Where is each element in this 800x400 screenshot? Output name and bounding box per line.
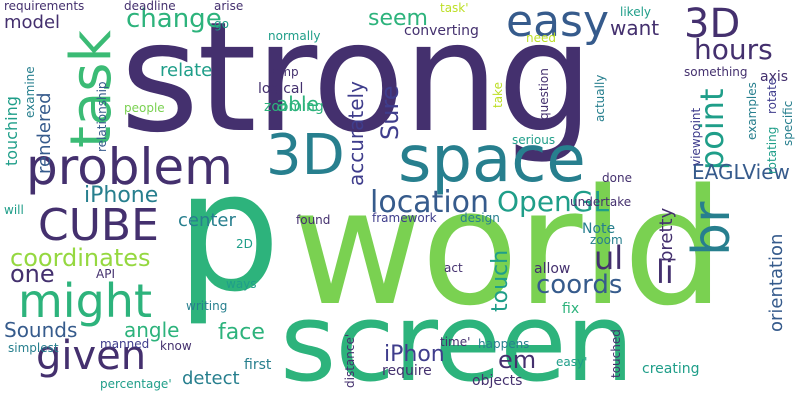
word-first: first <box>244 357 272 373</box>
word-want: want <box>610 16 660 40</box>
word-given: given <box>36 333 147 379</box>
word-space: space <box>398 123 586 197</box>
word-p: p <box>176 136 281 328</box>
word-might: might <box>18 274 152 328</box>
word-br: br <box>682 201 742 256</box>
word-ways: ways <box>226 277 257 291</box>
word-easy-quoted: easy' <box>556 355 588 369</box>
word-iphone: iPhone <box>84 183 159 208</box>
word-creating: creating <box>642 361 700 377</box>
word-note: Note <box>582 221 616 237</box>
word-detect: detect <box>182 368 240 389</box>
word-relate: relate <box>160 60 213 81</box>
word-seem: seem <box>368 6 428 31</box>
word-deadline: deadline <box>124 0 176 13</box>
word-act: act <box>444 261 463 275</box>
word-actually: actually <box>593 74 607 122</box>
word-distance: distance' <box>343 333 357 388</box>
word-touch: touch <box>488 249 513 312</box>
word-task: task <box>59 30 124 148</box>
word-strong: strong <box>120 0 594 166</box>
word-opengl: OpenGL <box>497 185 610 218</box>
word-framework: framework <box>372 211 437 225</box>
word-question: question <box>537 68 551 120</box>
word-rotate: rotate <box>765 77 779 114</box>
word-em: em <box>498 346 537 374</box>
word-iphon: iPhon <box>384 342 445 367</box>
word-zoom: zoom <box>590 233 623 247</box>
word-api: API <box>96 267 115 281</box>
word-requirements: requirements <box>4 0 85 13</box>
word-problem: problem <box>26 138 233 196</box>
word-world: world <box>292 154 725 341</box>
word-examples: examples <box>745 82 759 140</box>
word-time: time' <box>440 335 471 349</box>
word-face: face <box>218 320 265 345</box>
word-rotating: rotating <box>765 126 779 174</box>
word-take: take <box>491 82 505 108</box>
word-fix: fix <box>562 301 580 317</box>
word-require: require <box>382 363 432 379</box>
word-change: change <box>126 4 222 34</box>
word-found: found <box>296 213 331 227</box>
word-objects: objects <box>472 373 523 389</box>
word-viewpoint: viewpoint <box>689 107 703 166</box>
word-able: able <box>276 92 319 116</box>
word-arise: arise <box>214 0 244 13</box>
word-need: need <box>526 31 556 45</box>
word-relationship: relationship <box>95 81 109 152</box>
word-allow: allow <box>534 261 571 277</box>
word-examine: examine <box>23 66 37 118</box>
word-done: done <box>602 171 632 185</box>
word-zooming: zooming <box>264 99 324 115</box>
word-hours: hours <box>694 33 773 66</box>
word-touching: touching <box>2 96 21 166</box>
word-percentage: percentage' <box>100 377 172 391</box>
word-axis: axis <box>760 69 789 85</box>
word-undertake: undertake <box>570 195 632 209</box>
word-something: something <box>684 65 748 79</box>
word-logical: logical <box>258 81 304 97</box>
word-location: location <box>370 185 490 220</box>
word-easy: easy <box>506 0 609 47</box>
word-sure: Sure <box>376 85 404 140</box>
word-cube: CUBE <box>38 200 159 251</box>
word-people: people <box>124 101 165 115</box>
word-ul: ul <box>594 239 624 277</box>
word-likely: likely <box>620 5 652 19</box>
word-serious: serious <box>512 133 556 147</box>
word-will: will <box>4 203 24 217</box>
word-know: know <box>160 339 192 353</box>
word-coordinates: coordinates <box>10 244 151 272</box>
word-3d-large: 3D <box>266 123 345 188</box>
word-design: design <box>460 211 500 225</box>
word-normally: normally <box>268 29 321 43</box>
word-orientation: orientation <box>766 233 787 332</box>
word-converting: converting <box>404 23 479 39</box>
word-model: model <box>4 12 61 33</box>
word-2d: 2D <box>236 237 253 251</box>
word-writing: writing <box>186 299 228 313</box>
word-sounds: Sounds <box>4 318 78 342</box>
word-simplest: simplest <box>8 341 59 355</box>
word-task-quoted: task' <box>440 1 469 15</box>
word-specific: specific <box>781 100 795 146</box>
word-rendered: rendered <box>34 92 55 175</box>
word-one: one <box>10 260 55 288</box>
word-eaglview: EAGLView <box>692 160 790 184</box>
word-angle: angle <box>124 318 180 342</box>
word-3d-small: 3D <box>684 1 741 47</box>
word-center: center <box>178 210 236 231</box>
word-screen: screen <box>280 281 634 400</box>
word-accurately: accurately <box>344 81 368 186</box>
word-pretty: pretty <box>656 207 677 262</box>
word-go: go <box>214 17 229 31</box>
word-amp: amp <box>272 65 299 79</box>
word-coords: coords <box>536 270 623 300</box>
word-touched: touched <box>609 329 623 378</box>
word-li: li <box>656 253 674 291</box>
word-happens: happens <box>478 337 530 351</box>
word-manned: manned <box>100 337 150 351</box>
